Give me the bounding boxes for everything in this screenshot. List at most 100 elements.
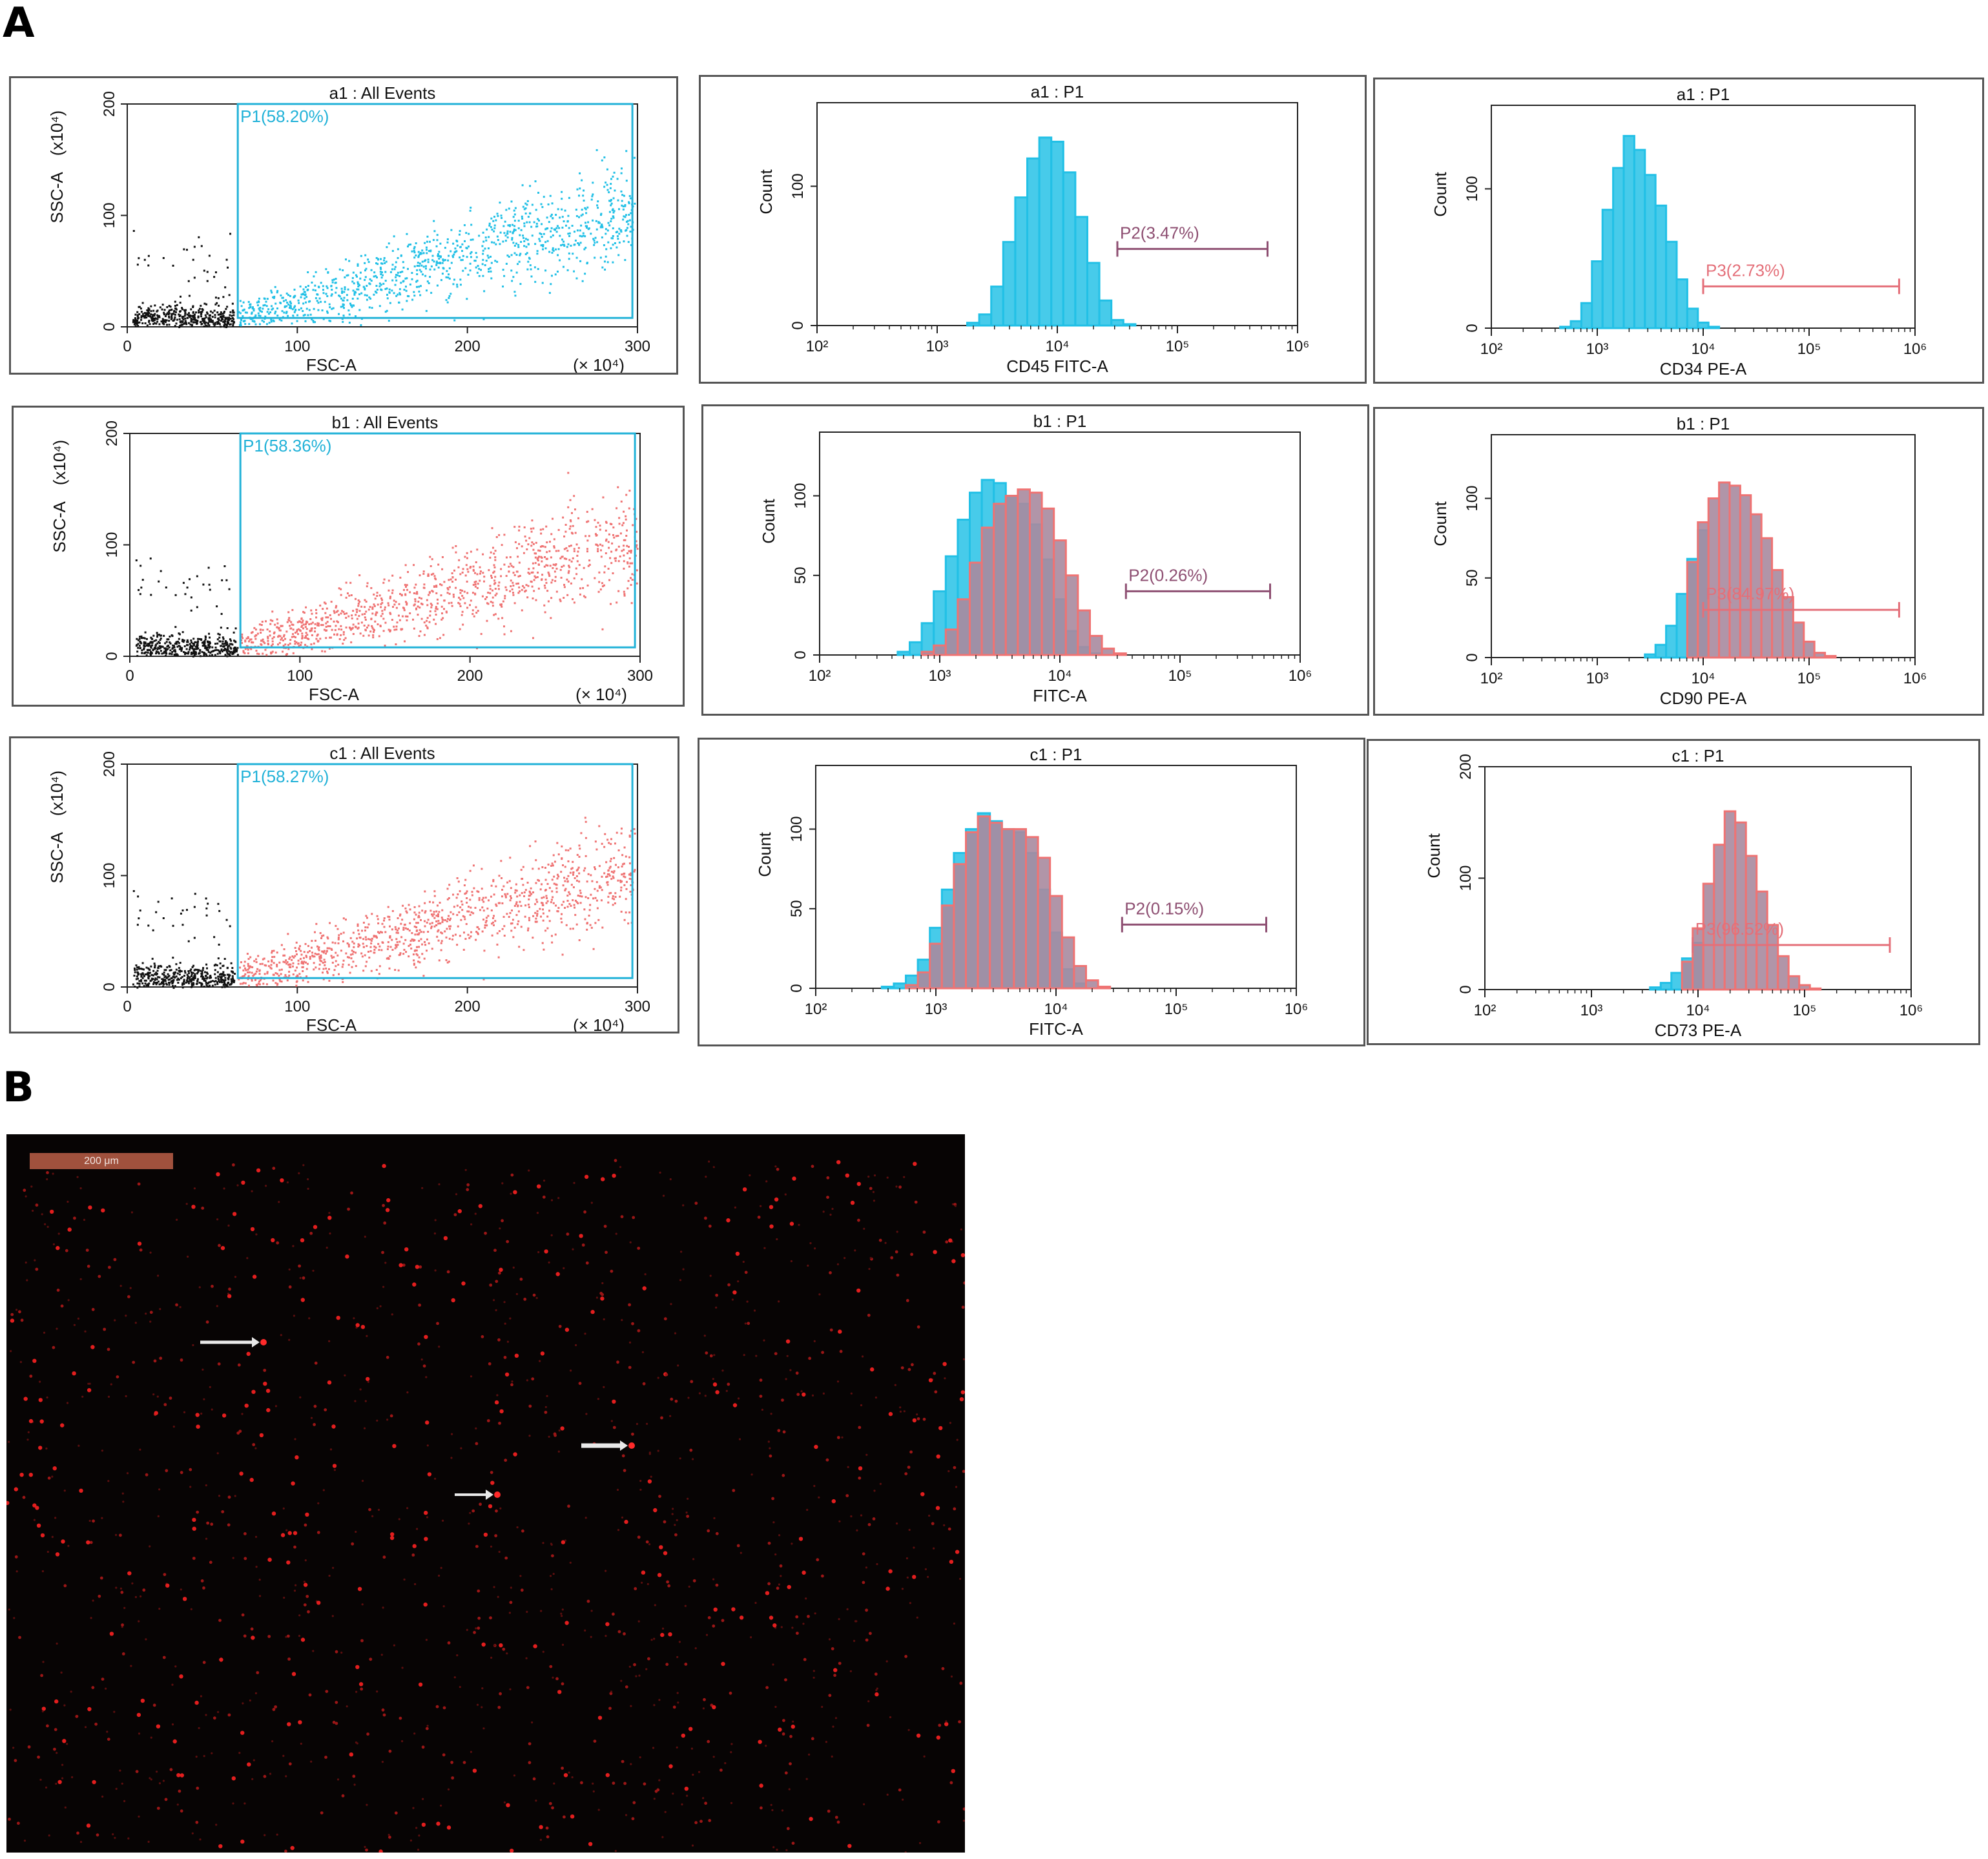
event-point [399, 293, 402, 296]
event-point [610, 550, 613, 553]
event-point [211, 984, 214, 987]
event-point [150, 636, 152, 639]
event-point [521, 588, 523, 591]
event-point [218, 304, 220, 307]
event-point [335, 607, 337, 609]
event-point [428, 240, 431, 243]
event-point [397, 256, 399, 259]
event-point [381, 274, 384, 276]
event-point [312, 289, 315, 291]
event-point [256, 968, 259, 970]
event-point [143, 645, 145, 647]
event-point [462, 597, 465, 599]
event-point [525, 539, 528, 542]
event-point [467, 245, 470, 248]
event-point [180, 647, 182, 649]
event-point [544, 546, 546, 548]
event-point [393, 603, 396, 606]
event-point [629, 562, 632, 565]
event-point [431, 259, 434, 262]
event-point [461, 610, 464, 613]
event-point [247, 636, 249, 638]
event-point [359, 277, 362, 280]
event-point [165, 641, 168, 643]
histogram-bar [1037, 857, 1051, 990]
event-point [441, 932, 444, 935]
event-point [227, 266, 229, 269]
event-point [192, 321, 194, 324]
event-point [462, 915, 464, 917]
event-point [614, 892, 617, 895]
event-point [196, 980, 199, 982]
histogram-bar [1707, 497, 1721, 659]
event-point [278, 961, 281, 964]
event-point [482, 900, 485, 903]
event-point [617, 254, 620, 256]
event-point [211, 654, 214, 656]
event-point [326, 936, 329, 939]
event-point [406, 619, 408, 621]
event-point [636, 569, 638, 572]
event-point [351, 950, 353, 952]
event-point [616, 235, 619, 238]
event-point [158, 580, 160, 583]
event-point [192, 638, 195, 640]
event-point [402, 904, 404, 907]
event-point [345, 952, 347, 955]
event-point [181, 976, 183, 979]
y-axis-label: Count [1431, 172, 1450, 217]
event-point [152, 929, 154, 931]
event-point [341, 610, 344, 612]
event-point [329, 922, 331, 924]
event-point [612, 534, 615, 536]
event-point [461, 909, 464, 911]
event-point [402, 280, 405, 282]
event-point [496, 213, 499, 215]
event-point [184, 322, 187, 324]
event-point [439, 242, 442, 245]
event-point [537, 549, 540, 552]
event-point [291, 308, 294, 311]
event-point [530, 887, 532, 889]
event-point [503, 925, 506, 928]
event-point [302, 962, 305, 965]
event-point [541, 236, 543, 238]
event-point [309, 629, 311, 632]
event-point [512, 566, 515, 568]
event-point [486, 254, 489, 257]
event-point [503, 275, 506, 277]
event-point [292, 652, 295, 654]
histogram-bar [1787, 975, 1801, 991]
event-point [143, 312, 146, 315]
event-point [437, 939, 440, 942]
event-point [137, 973, 140, 976]
event-point [205, 984, 208, 986]
event-point [154, 973, 156, 975]
event-point [563, 583, 566, 586]
event-point [465, 564, 468, 566]
event-point [311, 954, 314, 957]
event-point [251, 978, 253, 981]
event-point [552, 854, 555, 857]
event-point [546, 541, 548, 544]
event-point [286, 961, 289, 963]
event-point [435, 606, 437, 608]
event-point [619, 555, 621, 557]
event-point [341, 290, 344, 293]
event-point [230, 643, 233, 645]
event-point [601, 224, 603, 227]
event-point [564, 209, 566, 212]
event-point [219, 640, 222, 643]
event-point [624, 876, 626, 878]
event-point [251, 971, 253, 974]
event-point [550, 236, 552, 238]
event-point [473, 615, 475, 618]
event-point [192, 642, 194, 645]
event-point [583, 869, 585, 872]
event-point [253, 973, 256, 976]
event-point [418, 956, 420, 959]
event-point [490, 255, 492, 258]
event-point [144, 982, 147, 985]
